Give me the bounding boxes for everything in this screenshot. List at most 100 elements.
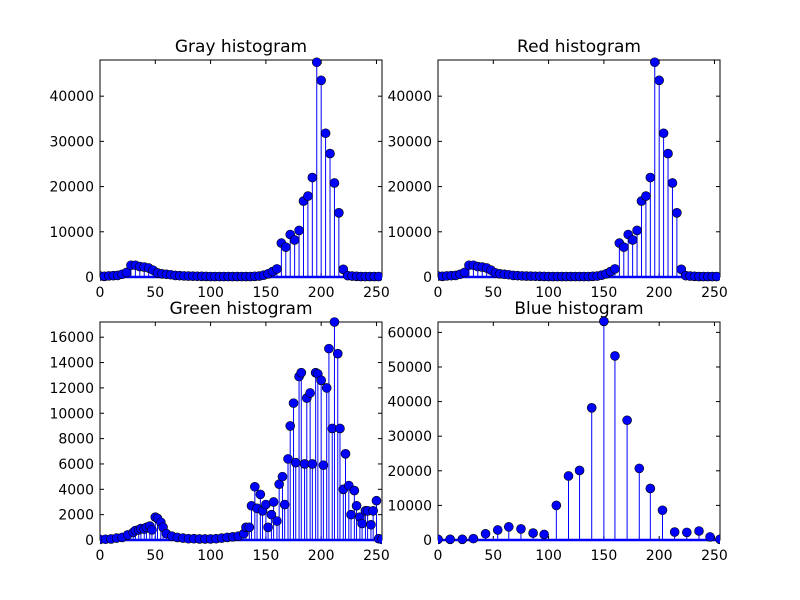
stem-marker (622, 415, 632, 426)
stem-marker (305, 388, 315, 398)
stem-marker (318, 460, 329, 471)
stem-marker (334, 208, 344, 218)
stem-marker (480, 528, 491, 539)
stem-marker (296, 367, 307, 378)
stem-marker (321, 383, 332, 393)
y-tick-label: 20000 (49, 180, 94, 196)
stem-marker (325, 148, 335, 159)
x-tick-label: 100 (535, 548, 562, 564)
gray-histogram-panel: Gray histogram 0 50 100 150 200 250 0 10000 20000… (49, 37, 389, 301)
stem-marker (610, 264, 620, 274)
stem-marker (654, 75, 664, 86)
y-tick-label: 0 (85, 270, 94, 286)
stem-marker (492, 525, 503, 535)
stem-marker (324, 343, 334, 354)
stem-marker (335, 423, 345, 434)
stem-marker (468, 533, 479, 544)
stem-marker (289, 235, 300, 245)
stem-marker (645, 172, 656, 183)
stem-marker (288, 398, 299, 408)
stem-marker (283, 454, 293, 464)
stem-marker (263, 522, 273, 533)
x-tick-label: 200 (308, 548, 335, 564)
y-tick-label: 50000 (387, 360, 432, 376)
y-tick-label: 10000 (387, 498, 432, 514)
stem-marker (121, 267, 132, 278)
stem-marker (268, 497, 279, 507)
y-tick-label: 10000 (387, 225, 432, 241)
stem-marker (290, 457, 301, 468)
x-tick-label: 150 (591, 285, 618, 301)
y-tick-label: 40000 (387, 395, 432, 411)
y-tick-label: 30000 (387, 134, 432, 150)
stem-marker (618, 242, 629, 252)
stem-marker (539, 529, 549, 540)
x-tick-label: 0 (96, 285, 105, 301)
stem-marker (349, 485, 360, 496)
stem-marker (311, 57, 322, 68)
stem-marker (366, 519, 376, 530)
stem-marker (672, 208, 682, 218)
stem-marker (632, 225, 642, 236)
stem-marker (280, 242, 291, 252)
stem-marker (503, 522, 514, 532)
stem-series (100, 317, 382, 545)
stem-marker (669, 527, 680, 537)
stem-marker (357, 518, 367, 529)
stem-marker (244, 522, 255, 533)
red-histogram-panel: Red histogram 0 50 100 150 200 250 0 10000 20000 3… (387, 37, 727, 301)
stem-marker (438, 534, 443, 545)
y-tick-label: 40000 (49, 89, 94, 105)
x-tick-label: 250 (363, 548, 390, 564)
stem-marker (303, 191, 313, 201)
stem-marker (682, 527, 692, 538)
stem-marker (147, 525, 157, 535)
x-tick-label: 100 (535, 285, 562, 301)
y-tick-label: 40000 (387, 89, 432, 105)
stem-marker (610, 351, 620, 361)
x-tick-label: 0 (434, 285, 443, 301)
stem-marker (285, 421, 296, 431)
stem-marker (599, 316, 609, 327)
stem-marker (307, 172, 318, 183)
x-tick-label: 200 (646, 285, 673, 301)
stem-marker (586, 403, 597, 413)
x-tick-label: 0 (434, 548, 443, 564)
stem-marker (272, 264, 282, 274)
chart-title: Blue histogram (514, 299, 643, 319)
stem-series (438, 316, 720, 545)
stem-marker (711, 271, 720, 282)
y-tick-label: 0 (423, 533, 432, 549)
x-tick-label: 150 (253, 548, 280, 564)
blue-histogram-panel: Blue histogram 0 50 100 150 200 250 0 10000 20000… (387, 299, 727, 564)
y-tick-label: 0 (85, 533, 94, 549)
y-tick-label: 6000 (58, 457, 94, 473)
stem-marker (316, 75, 326, 86)
stem-marker (705, 532, 715, 542)
y-tick-label: 60000 (387, 325, 432, 341)
x-tick-label: 100 (197, 548, 224, 564)
stem-marker (373, 271, 382, 282)
stem-marker (351, 500, 362, 511)
x-tick-label: 250 (363, 285, 390, 301)
y-tick-label: 12000 (49, 381, 94, 397)
stem-marker (332, 348, 343, 359)
stem-marker (649, 57, 660, 68)
stem-series (100, 57, 382, 282)
stem-marker (316, 375, 326, 386)
x-tick-label: 0 (96, 548, 105, 564)
stem-marker (377, 534, 382, 545)
y-tick-label: 10000 (49, 406, 94, 422)
x-tick-label: 200 (308, 285, 335, 301)
stem-marker (574, 465, 585, 476)
stem-marker (563, 471, 574, 481)
stem-marker (516, 524, 526, 534)
stem-marker (528, 528, 538, 538)
stem-marker (307, 459, 318, 469)
stem-marker (368, 506, 378, 516)
stem-marker (255, 489, 266, 500)
stem-marker (641, 191, 651, 201)
chart-title: Red histogram (517, 37, 641, 57)
stem-marker (277, 471, 288, 482)
